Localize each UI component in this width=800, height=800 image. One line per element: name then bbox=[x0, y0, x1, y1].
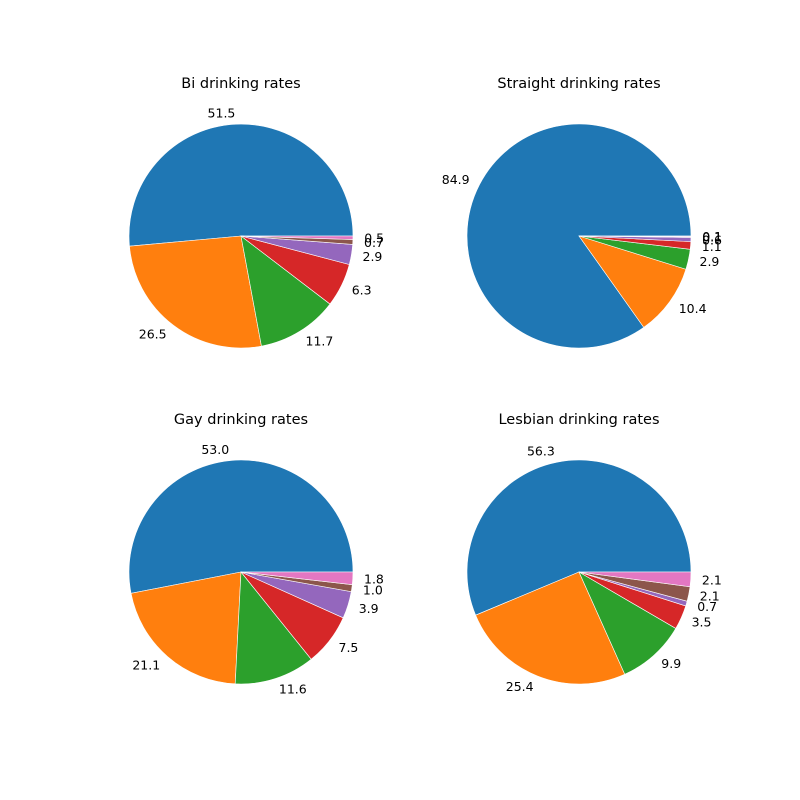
slice-label-straight-1: 84.9 bbox=[442, 172, 470, 187]
slice-label-bi-6: 0.7 bbox=[364, 235, 384, 250]
pie-slice-bi-7 bbox=[240, 235, 354, 240]
pie-chart-gay: Gay drinking rates 53.0 21.1 11.6 7.5 3.9 1.0… bbox=[128, 412, 384, 697]
slice-label-lesbian-2: 25.4 bbox=[506, 679, 534, 694]
pie-slice-straight-7 bbox=[578, 235, 692, 238]
pie-slice-straight-2 bbox=[578, 235, 687, 328]
pie-slice-gay-1 bbox=[128, 459, 354, 594]
pie-slice-lesbian-7 bbox=[578, 571, 692, 588]
slice-label-bi-5: 2.9 bbox=[363, 249, 383, 264]
slice-label-bi-4: 6.3 bbox=[352, 283, 372, 298]
slice-label-bi-1: 51.5 bbox=[208, 105, 236, 120]
pie-chart-straight: Straight drinking rates 84.9 10.4 2.91.10.… bbox=[442, 76, 722, 349]
slice-label-straight-4: 1.1 bbox=[702, 239, 722, 254]
pie-slice-bi-3 bbox=[240, 235, 331, 347]
slice-label-gay-7: 1.8 bbox=[364, 572, 384, 587]
slice-label-lesbian-6: 2.1 bbox=[700, 589, 720, 604]
slice-label-straight-2: 10.4 bbox=[679, 301, 707, 316]
slice-label-lesbian-5: 0.7 bbox=[697, 599, 717, 614]
slice-label-lesbian-3: 9.9 bbox=[661, 656, 681, 671]
pie-slice-gay-3 bbox=[234, 571, 312, 685]
slice-label-lesbian-1: 56.3 bbox=[527, 444, 555, 459]
slice-label-lesbian-7: 2.1 bbox=[702, 573, 722, 588]
chart-title-lesbian: Lesbian drinking rates bbox=[498, 412, 659, 428]
slice-label-gay-1: 53.0 bbox=[201, 442, 229, 457]
slice-label-bi-7: 0.5 bbox=[364, 230, 384, 245]
chart-title-straight: Straight drinking rates bbox=[497, 76, 660, 92]
pie-chart-lesbian: Lesbian drinking rates 56.3 25.4 9.9 3.50.7… bbox=[466, 412, 722, 694]
slice-label-bi-3: 11.7 bbox=[306, 334, 334, 349]
slice-label-straight-7: 0.1 bbox=[702, 229, 722, 244]
slice-label-straight-6: 0.1 bbox=[702, 230, 722, 245]
slice-label-straight-3: 2.9 bbox=[700, 254, 720, 269]
pie-slice-gay-7 bbox=[240, 571, 354, 585]
slice-label-bi-2: 26.5 bbox=[139, 327, 167, 342]
pie-slice-bi-2 bbox=[129, 235, 262, 349]
slice-label-gay-2: 21.1 bbox=[132, 658, 160, 673]
pie-slice-gay-2 bbox=[130, 571, 242, 685]
slice-label-gay-6: 1.0 bbox=[363, 582, 383, 597]
slice-label-gay-4: 7.5 bbox=[339, 640, 359, 655]
pie-chart-bi: Bi drinking rates 51.5 26.5 11.7 6.3 2.90.70… bbox=[128, 76, 384, 349]
slice-label-lesbian-4: 3.5 bbox=[692, 615, 712, 630]
pie-slice-lesbian-1 bbox=[466, 459, 692, 616]
slice-label-gay-5: 3.9 bbox=[359, 601, 379, 616]
slice-label-straight-5: 0.6 bbox=[702, 232, 722, 247]
slice-label-gay-3: 11.6 bbox=[279, 682, 307, 697]
pie-slice-bi-1 bbox=[128, 123, 354, 247]
pie-slice-lesbian-2 bbox=[475, 571, 626, 685]
chart-title-bi: Bi drinking rates bbox=[181, 76, 300, 92]
chart-title-gay: Gay drinking rates bbox=[174, 412, 308, 428]
